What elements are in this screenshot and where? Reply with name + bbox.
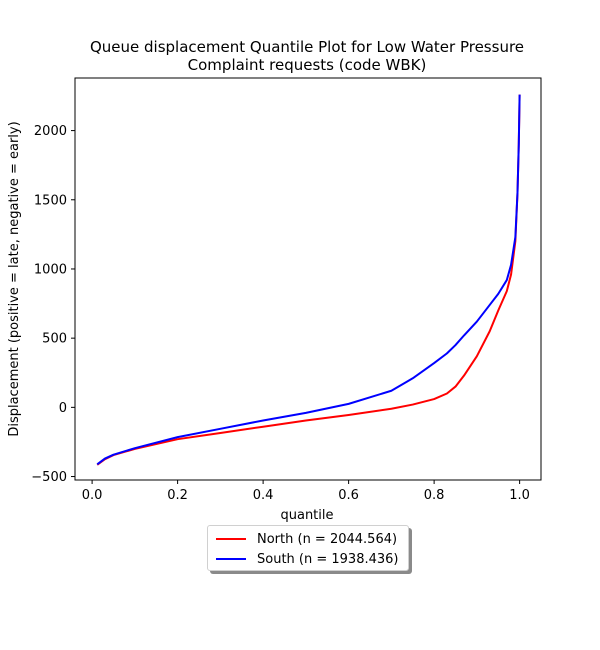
x-tick-label: 0.0 bbox=[82, 488, 103, 503]
x-tick-label: 0.8 bbox=[424, 488, 445, 503]
ticks-layer: 0.0 0.2 0.4 0.6 0.8 1.0 −500 0 500 1000 1500 2000 bbox=[31, 124, 530, 503]
series-layer bbox=[96, 94, 521, 466]
legend-item-north: North (n = 2044.564) bbox=[216, 529, 397, 549]
chart-title-line-1: Queue displacement Quantile Plot for Low… bbox=[90, 38, 524, 56]
y-tick-label: 1500 bbox=[34, 193, 67, 208]
y-tick-label: 2000 bbox=[34, 124, 67, 139]
x-tick-label: 0.4 bbox=[253, 488, 274, 503]
legend-swatch-north bbox=[216, 538, 246, 540]
series-line-south bbox=[96, 94, 521, 466]
legend: North (n = 2044.564) South (n = 1938.436… bbox=[207, 525, 409, 571]
y-axis-label: Displacement (positive = late, negative … bbox=[7, 121, 22, 436]
legend-label-south: South (n = 1938.436) bbox=[257, 551, 399, 567]
legend-item-south: South (n = 1938.436) bbox=[216, 549, 398, 569]
series-line-north bbox=[96, 94, 521, 466]
legend-swatch-south bbox=[216, 558, 246, 560]
plot-frame bbox=[74, 77, 542, 481]
legend-label-north: North (n = 2044.564) bbox=[257, 531, 398, 547]
chart-title-line-2: Complaint requests (code WBK) bbox=[188, 56, 427, 74]
y-tick-label: 500 bbox=[42, 332, 67, 347]
x-tick-label: 0.6 bbox=[338, 488, 359, 503]
y-tick-label: −500 bbox=[31, 470, 67, 485]
y-tick-label: 1000 bbox=[34, 262, 67, 277]
y-tick-label: 0 bbox=[59, 401, 67, 416]
x-tick-label: 0.2 bbox=[167, 488, 188, 503]
x-axis-label: quantile bbox=[280, 508, 333, 523]
x-tick-label: 1.0 bbox=[509, 488, 530, 503]
